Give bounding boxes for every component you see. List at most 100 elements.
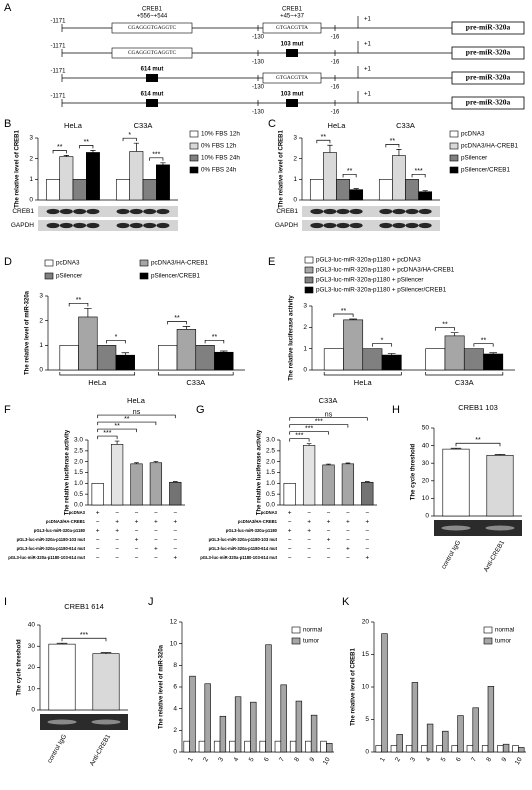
gene-box <box>451 21 525 35</box>
blot-band <box>73 208 87 215</box>
condition-sign: − <box>288 519 292 526</box>
y-tick-label: 0.0 <box>74 502 83 509</box>
condition-sign: + <box>327 519 331 526</box>
blot-band <box>405 222 419 229</box>
group-label: HeLa <box>64 121 83 130</box>
legend-label: pSilencer/CREB1 <box>151 273 200 280</box>
x-tick-label: 5 <box>248 756 256 763</box>
error-bar <box>172 481 178 483</box>
legend-label: tumor <box>303 638 319 645</box>
position-label: +1 <box>364 17 372 23</box>
bar <box>48 643 76 711</box>
condition-sign: − <box>307 510 311 517</box>
bar <box>392 155 406 201</box>
significance-bracket <box>97 435 118 440</box>
legend-swatch <box>483 637 493 645</box>
y-tick-label: 0 <box>31 707 35 714</box>
condition-sign: − <box>115 546 119 553</box>
condition-label: pGL3-luc-miR-320a-p1180 <box>226 528 278 533</box>
condition-sign: − <box>365 546 369 553</box>
y-tick-label: 2.5 <box>266 448 275 455</box>
blot-band <box>392 208 406 215</box>
significance-bracket <box>97 428 137 433</box>
legend-swatch <box>449 166 459 174</box>
panel-letter: E <box>268 256 275 268</box>
y-axis-label: The relative luciferase activity <box>65 429 71 515</box>
bar <box>418 191 433 201</box>
significance-bracket <box>333 313 354 318</box>
bar <box>219 715 227 753</box>
bar <box>481 745 489 753</box>
y-tick-label: 10 <box>170 640 178 647</box>
error-bar <box>153 461 159 463</box>
condition-sign: − <box>307 555 311 562</box>
bar <box>349 189 364 201</box>
position-label: -16 <box>331 110 340 116</box>
significance-bracket <box>289 424 349 428</box>
condition-sign: − <box>327 555 331 562</box>
legend-swatch <box>449 142 459 150</box>
bar <box>183 740 190 753</box>
blot-band <box>336 222 350 229</box>
bar <box>129 151 144 201</box>
bar <box>361 481 374 506</box>
error-bar <box>450 332 459 336</box>
condition-sign: − <box>346 510 350 517</box>
error-bar <box>90 150 96 153</box>
x-tick-label: 7 <box>470 756 478 763</box>
bar <box>59 345 79 371</box>
y-tick-label: 2 <box>303 324 307 331</box>
blot-band <box>59 208 73 215</box>
y-axis-label: The relative level of CREB1 <box>279 129 285 207</box>
significance-bracket <box>342 173 357 178</box>
x-tick-label: control IgG <box>440 539 462 570</box>
significance-bracket <box>289 417 368 421</box>
error-bar <box>364 481 370 483</box>
bar <box>195 345 215 371</box>
gene-box <box>451 46 525 60</box>
condition-sign: + <box>307 519 311 526</box>
y-tick-label: 1.5 <box>74 469 83 476</box>
y-tick-label: 2 <box>173 727 177 734</box>
start-label: -1171 <box>51 94 67 100</box>
condition-label: pGL3-luc-miR-320a-p1180-103-614 mut <box>200 555 277 560</box>
legend-label: normal <box>495 627 514 634</box>
bar <box>229 740 236 753</box>
x-tick-label: 1 <box>379 756 387 763</box>
blot-band <box>405 208 419 215</box>
condition-sign: − <box>346 537 350 544</box>
condition-sign: + <box>365 555 369 562</box>
gene-label: pre-miR-320a <box>466 48 511 57</box>
blot-band <box>349 222 363 229</box>
bar <box>411 682 419 753</box>
panel-letter: K <box>342 596 350 608</box>
x-tick-label: 4 <box>233 756 241 763</box>
condition-sign: − <box>173 537 177 544</box>
y-tick-label: 3.0 <box>74 437 83 444</box>
condition-sign: + <box>307 528 311 535</box>
y-tick-label: 0.5 <box>266 491 275 498</box>
blot-band <box>129 222 143 229</box>
start-label: -1171 <box>51 19 67 25</box>
condition-label: pGL3-luc-miR-320a-p1180-103 mut <box>17 537 86 542</box>
significance-bracket <box>455 442 501 447</box>
condition-sign: + <box>115 528 119 535</box>
error-bar <box>353 188 359 190</box>
legend-swatch <box>291 637 301 645</box>
condition-sign: + <box>173 555 177 562</box>
bar <box>323 152 337 201</box>
site-label: 103 mut <box>281 92 304 98</box>
x-tick-label: 6 <box>263 756 271 763</box>
blot-band <box>143 222 157 229</box>
blot-band <box>418 222 432 229</box>
x-tick-label: Anti-CREB1 <box>483 539 507 573</box>
condition-sign: − <box>173 546 177 553</box>
significance-label: ** <box>124 416 130 423</box>
x-tick-label: 3 <box>409 756 417 763</box>
legend-label: pSilencer <box>461 155 487 162</box>
bar <box>362 348 383 371</box>
y-tick-label: 0 <box>29 197 33 204</box>
significance-label: ns <box>325 412 333 419</box>
significance-label: ** <box>341 308 347 315</box>
